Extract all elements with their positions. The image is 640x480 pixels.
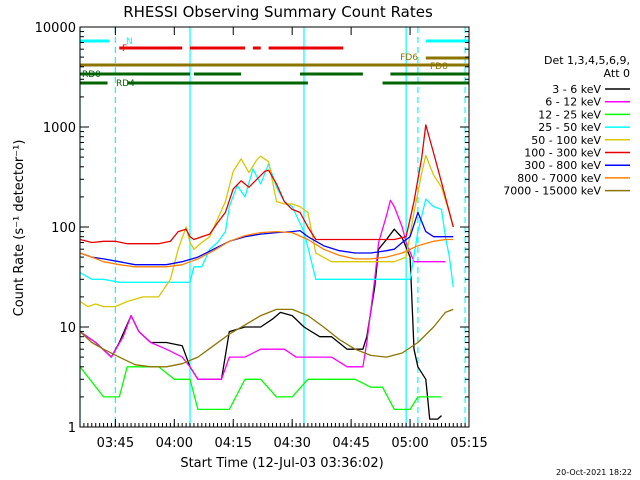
- x-tick-label-05-15: 05:15: [450, 436, 487, 451]
- state-bar-label-rd4: RD4: [116, 79, 135, 89]
- y-tick-label-1000: 1000: [43, 121, 76, 136]
- x-tick-label-04-30: 04:30: [273, 436, 310, 451]
- legend-label-6-12-kev: 6 - 12 keV: [545, 96, 601, 109]
- y-tick-label-10: 10: [59, 321, 76, 336]
- legend-label-100-300-kev: 100 - 300 keV: [524, 147, 601, 160]
- series-line-800-7000-kev: [79, 230, 454, 268]
- series-line-100-300-kev: [79, 124, 454, 245]
- y-axis-label: Count Rate (s⁻¹ detector⁻¹): [12, 140, 27, 317]
- axis-tick-labels: 03:45 04:00 04:15 04:30 04:45 05:00 05:15 1 10 10…: [35, 21, 488, 451]
- legend-header-line-1: Det 1,3,4,5,6,9,: [544, 54, 630, 67]
- x-tick-label-05-00: 05:00: [391, 436, 428, 451]
- y-tick-label-10000: 10000: [35, 21, 76, 36]
- state-bar-label-rd0: RD0: [82, 70, 101, 80]
- x-tick-label-03-45: 03:45: [97, 436, 134, 451]
- legend-label-7000-15000-kev: 7000 - 15000 keV: [503, 185, 601, 198]
- state-bar-label-fd8: FD8: [430, 62, 448, 72]
- state-bars: NF FD6 FD8 RD0 RD4: [80, 37, 469, 89]
- x-tick-label-04-00: 04:00: [156, 436, 193, 451]
- series-line-50-100-kev: [79, 154, 454, 308]
- y-tick-label-1: 1: [68, 421, 76, 436]
- state-bar-label-f: F: [122, 44, 127, 54]
- chart-title: RHESSI Observing Summary Count Rates: [123, 3, 433, 21]
- series-line-6-12-kev: [79, 199, 446, 380]
- state-bar-label-fd6: FD6: [400, 53, 418, 63]
- legend-label-300-800-kev: 300 - 800 keV: [524, 159, 601, 172]
- series-line-7000-15000-kev: [79, 308, 454, 368]
- legend-label-50-100-kev: 50 - 100 keV: [531, 134, 601, 147]
- timestamp: 20-Oct-2021 18:22: [556, 468, 632, 477]
- legend-label-800-7000-kev: 800 - 7000 keV: [517, 172, 601, 185]
- x-tick-label-04-15: 04:15: [215, 436, 252, 451]
- y-tick-label-100: 100: [51, 221, 76, 236]
- x-axis-label: Start Time (12-Jul-03 03:36:02): [180, 456, 383, 471]
- axis-ticks: [79, 26, 470, 428]
- legend-label-3-6-kev: 3 - 6 keV: [552, 83, 601, 96]
- state-bar-label-n: N: [126, 37, 133, 47]
- legend-header-line-2: Att 0: [604, 67, 630, 80]
- series-lines: [79, 124, 454, 420]
- legend-label-12-25-kev: 12 - 25 keV: [538, 108, 601, 121]
- x-tick-label-04-45: 04:45: [332, 436, 369, 451]
- series-line-300-800-kev: [79, 211, 454, 266]
- series-line-25-50-kev: [79, 163, 454, 288]
- legend-label-25-50-kev: 25 - 50 keV: [538, 121, 601, 134]
